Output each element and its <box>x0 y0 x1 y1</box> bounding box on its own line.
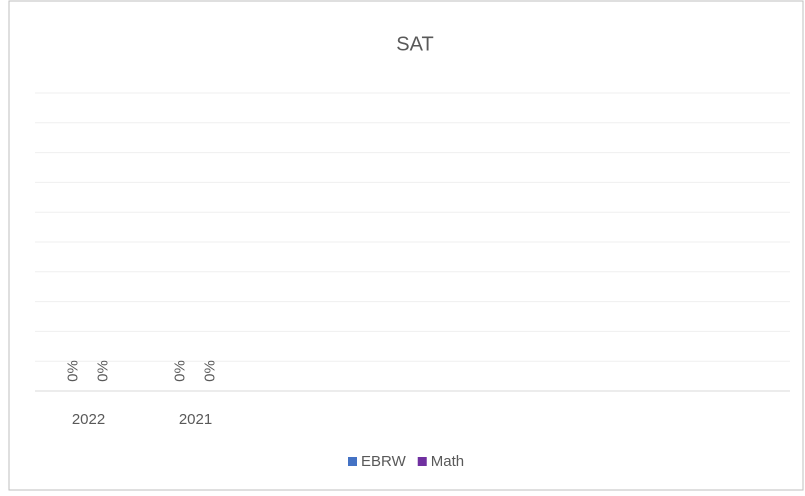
x-tick-label: 2022 <box>72 411 105 428</box>
data-label: 0% <box>64 360 81 382</box>
chart-frame <box>8 0 804 491</box>
data-label: 0% <box>171 360 188 382</box>
data-label: 0% <box>201 360 218 382</box>
data-label: 0% <box>94 360 111 382</box>
legend-label: Math <box>431 453 464 470</box>
legend-label: EBRW <box>361 453 407 470</box>
chart-title: SAT <box>396 33 433 55</box>
legend-swatch <box>348 457 357 466</box>
x-tick-label: 2021 <box>179 411 212 428</box>
legend-swatch <box>417 457 427 466</box>
